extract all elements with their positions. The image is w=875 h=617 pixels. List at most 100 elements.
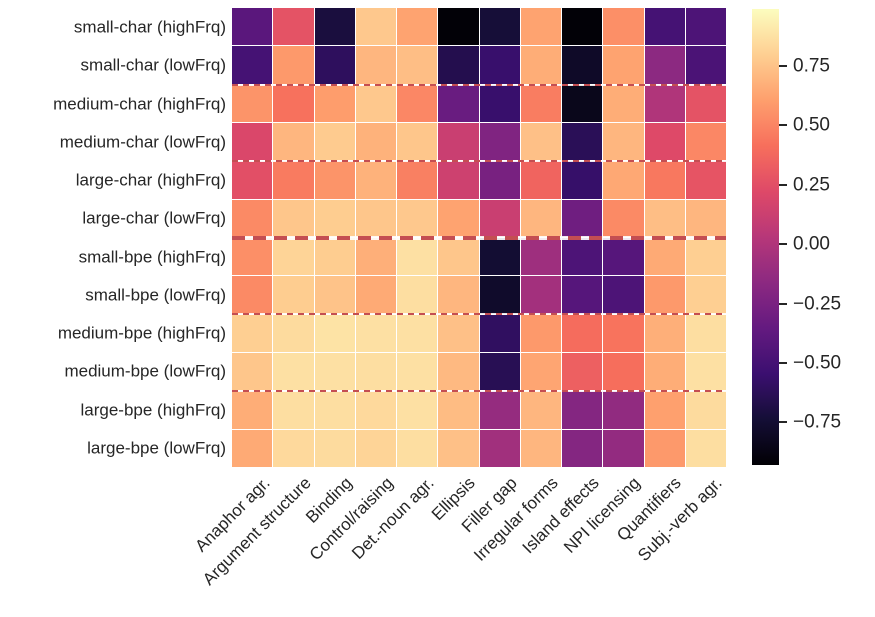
heatmap-cell — [355, 352, 396, 391]
heatmap-cell — [562, 84, 603, 122]
y-tick-label: large-bpe (lowFrq) — [87, 438, 226, 458]
heatmap-cell — [479, 352, 520, 391]
heatmap-cell — [603, 84, 644, 122]
heatmap-cell — [397, 352, 438, 391]
colorbar-tick-label: 0.75 — [793, 55, 830, 77]
y-tick-label: small-bpe (lowFrq) — [85, 285, 226, 305]
heatmap-cell — [520, 84, 561, 122]
heatmap-cell — [397, 199, 438, 237]
heatmap-cell — [479, 237, 520, 276]
heatmap-cell — [438, 122, 479, 161]
y-tick-label: small-char (lowFrq) — [80, 55, 226, 75]
colorbar — [752, 9, 779, 465]
y-tick-label: small-char (highFrq) — [73, 17, 226, 37]
heatmap-cell — [644, 276, 685, 314]
heatmap-cell — [685, 46, 726, 84]
heatmap-cell — [314, 122, 355, 161]
heatmap-cell — [644, 84, 685, 122]
heatmap-cell — [685, 199, 726, 237]
heatmap-cell — [479, 276, 520, 314]
heatmap-cell — [232, 314, 273, 352]
heatmap-cell — [232, 199, 273, 237]
heatmap-cell — [355, 429, 396, 467]
y-tick-label: medium-char (lowFrq) — [59, 132, 226, 152]
heatmap-cell — [562, 352, 603, 391]
y-tick-label: medium-bpe (lowFrq) — [64, 361, 226, 381]
heatmap-cell — [562, 8, 603, 46]
heatmap-cell — [314, 391, 355, 429]
heatmap-cell — [479, 314, 520, 352]
heatmap-cell — [479, 391, 520, 429]
heatmap-cell — [355, 8, 396, 46]
heatmap-cell — [479, 199, 520, 237]
heatmap-cell — [603, 429, 644, 467]
heatmap-cell — [314, 314, 355, 352]
heatmap-cell — [355, 161, 396, 199]
heatmap-cell — [232, 237, 273, 276]
heatmap-cell — [644, 199, 685, 237]
heatmap-cell — [644, 352, 685, 391]
heatmap-cell — [562, 314, 603, 352]
y-tick-label: large-char (lowFrq) — [82, 208, 226, 228]
colorbar-tick-mark — [779, 124, 787, 127]
heatmap-cell — [685, 84, 726, 122]
heatmap-cell — [603, 199, 644, 237]
heatmap-cell — [603, 122, 644, 161]
heatmap-grid — [232, 8, 726, 467]
heatmap-cell — [397, 8, 438, 46]
heatmap-cell — [273, 161, 314, 199]
heatmap-cell — [685, 161, 726, 199]
heatmap-cell — [232, 8, 273, 46]
heatmap-cell — [644, 8, 685, 46]
heatmap-cell — [273, 8, 314, 46]
heatmap-cell — [520, 314, 561, 352]
heatmap-cell — [520, 199, 561, 237]
heatmap-cell — [644, 161, 685, 199]
heatmap-cell — [314, 8, 355, 46]
heatmap-cell — [314, 199, 355, 237]
heatmap-cell — [438, 46, 479, 84]
colorbar-tick-label: 0.00 — [793, 233, 830, 255]
y-tick-label: large-char (highFrq) — [75, 170, 226, 190]
heatmap-cell — [685, 237, 726, 276]
heatmap-cell — [438, 276, 479, 314]
y-tick-label: medium-char (highFrq) — [53, 94, 226, 114]
heatmap-cell — [603, 314, 644, 352]
heatmap-cell — [314, 161, 355, 199]
heatmap-cell — [232, 391, 273, 429]
heatmap-cell — [438, 352, 479, 391]
heatmap-cell — [438, 391, 479, 429]
heatmap-cell — [397, 391, 438, 429]
heatmap-cell — [520, 429, 561, 467]
heatmap-cell — [232, 84, 273, 122]
heatmap-cell — [232, 429, 273, 467]
heatmap-cell — [685, 122, 726, 161]
heatmap-cell — [520, 237, 561, 276]
heatmap-cell — [479, 122, 520, 161]
heatmap-cell — [685, 8, 726, 46]
colorbar-tick-mark — [779, 361, 787, 364]
heatmap-cell — [232, 352, 273, 391]
heatmap-cell — [644, 429, 685, 467]
heatmap-cell — [232, 161, 273, 199]
heatmap-cell — [438, 199, 479, 237]
heatmap-cell — [562, 122, 603, 161]
heatmap-cell — [479, 46, 520, 84]
heatmap-cell — [562, 46, 603, 84]
heatmap-cell — [520, 161, 561, 199]
heatmap-cell — [397, 429, 438, 467]
heatmap-cell — [438, 429, 479, 467]
heatmap-cell — [314, 352, 355, 391]
heatmap-cell — [273, 276, 314, 314]
heatmap-cell — [438, 161, 479, 199]
colorbar-tick-mark — [779, 421, 787, 424]
heatmap-cell — [273, 122, 314, 161]
heatmap-cell — [603, 46, 644, 84]
heatmap-cell — [314, 46, 355, 84]
colorbar-tick-label: 0.50 — [793, 114, 830, 136]
heatmap-cell — [355, 237, 396, 276]
colorbar-tick-label: −0.50 — [793, 352, 842, 374]
heatmap-cell — [644, 46, 685, 84]
heatmap-cell — [397, 122, 438, 161]
heatmap-cell — [355, 391, 396, 429]
